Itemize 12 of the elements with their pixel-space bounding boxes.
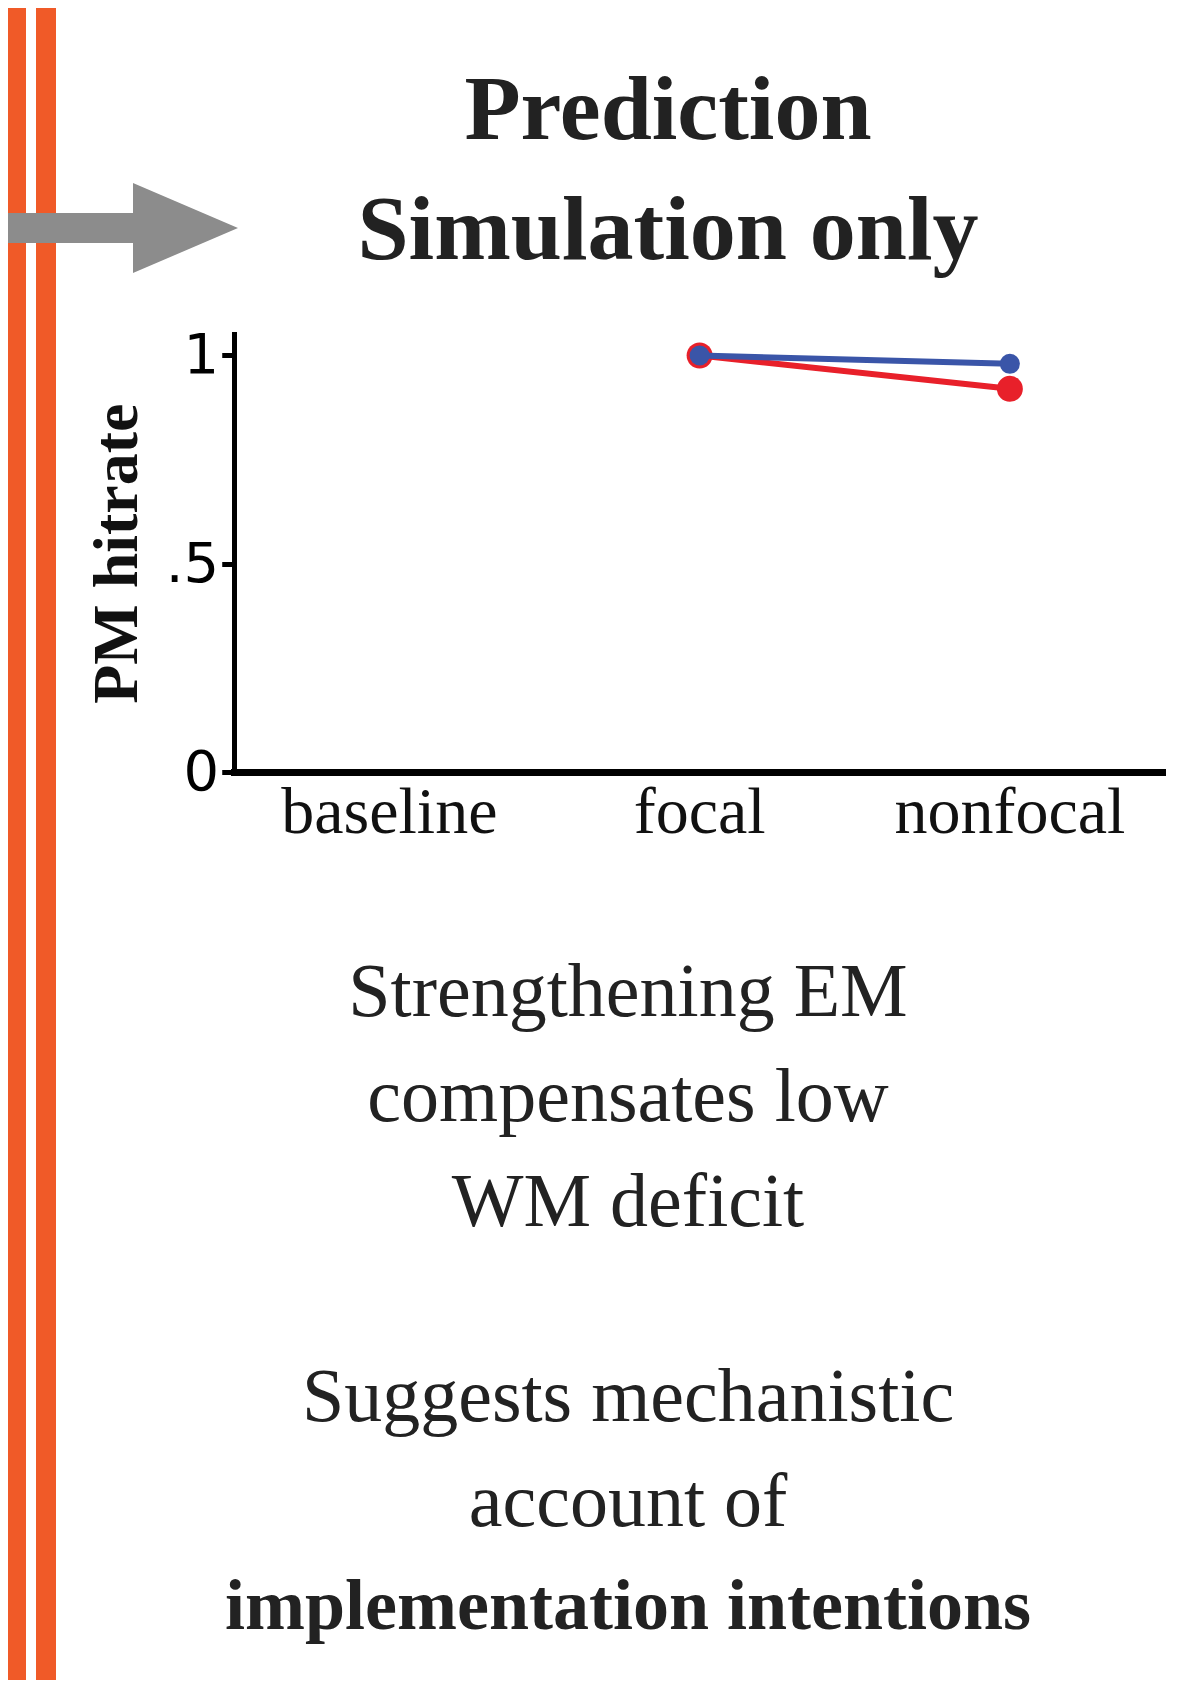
chart-title: Prediction [463, 56, 873, 161]
y-tick-label: 0 [183, 738, 220, 804]
y-tick-label: 1 [183, 321, 220, 387]
text: Suggests mechanistic account of [300, 1352, 956, 1544]
y-axis-title: PM hitrate [79, 403, 151, 704]
chart-subtitle: Simulation only [356, 176, 980, 281]
x-tick-label: nonfocal [894, 773, 1126, 847]
text: implementation intentions [224, 1564, 1032, 1647]
text: Strengthening EM compensates low WM deficit [347, 947, 909, 1244]
y-tick-label: .5 [165, 529, 220, 595]
x-tick-label: focal [633, 773, 766, 847]
x-tick-label: baseline [281, 773, 498, 847]
